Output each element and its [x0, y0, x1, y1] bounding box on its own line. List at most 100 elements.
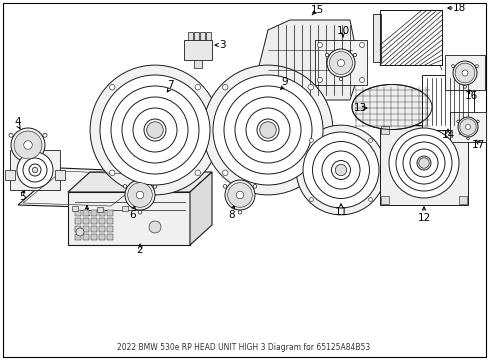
Circle shape [90, 65, 220, 195]
Circle shape [32, 167, 38, 173]
Polygon shape [18, 168, 155, 208]
Bar [379, 10, 441, 65]
Bar [107, 234, 113, 240]
Circle shape [109, 85, 115, 90]
Circle shape [9, 133, 13, 137]
Bar [99, 218, 105, 224]
Circle shape [76, 228, 84, 236]
Circle shape [136, 191, 143, 199]
Circle shape [307, 85, 313, 90]
Circle shape [224, 180, 254, 210]
Circle shape [303, 132, 378, 208]
Bar [458, 196, 466, 204]
Polygon shape [258, 20, 359, 100]
Circle shape [339, 77, 342, 81]
Circle shape [222, 85, 227, 90]
Bar [183, 40, 212, 60]
Text: 2022 BMW 530e RP HEAD UNIT HIGH 3 Diagram for 65125A84B53: 2022 BMW 530e RP HEAD UNIT HIGH 3 Diagra… [117, 343, 370, 352]
Circle shape [307, 170, 313, 176]
Text: 4: 4 [15, 117, 21, 127]
Circle shape [409, 149, 437, 177]
Circle shape [125, 180, 155, 210]
Bar [91, 234, 97, 240]
Circle shape [476, 120, 478, 122]
Circle shape [402, 142, 444, 184]
Circle shape [238, 211, 241, 214]
Circle shape [418, 158, 428, 168]
Circle shape [29, 164, 41, 176]
Circle shape [368, 198, 372, 202]
Circle shape [14, 131, 42, 159]
Circle shape [222, 170, 227, 176]
Circle shape [337, 59, 344, 67]
Circle shape [133, 108, 177, 152]
Bar [187, 32, 193, 40]
Bar [83, 218, 89, 224]
Bar [99, 234, 105, 240]
Circle shape [459, 119, 475, 135]
Circle shape [227, 183, 252, 207]
Bar [314, 40, 366, 85]
Text: 11: 11 [334, 207, 347, 217]
Circle shape [312, 141, 369, 198]
Circle shape [11, 128, 45, 162]
Circle shape [452, 61, 476, 85]
Circle shape [466, 137, 468, 140]
Bar [122, 206, 128, 211]
Circle shape [100, 75, 209, 185]
Bar [75, 218, 81, 224]
Bar [91, 210, 97, 216]
Polygon shape [190, 172, 212, 245]
Circle shape [203, 65, 332, 195]
Circle shape [317, 42, 322, 48]
Circle shape [451, 65, 453, 68]
Circle shape [153, 185, 157, 188]
Bar [72, 206, 78, 211]
Text: 9: 9 [281, 77, 288, 87]
Circle shape [257, 119, 279, 141]
Circle shape [325, 53, 328, 57]
Text: 15: 15 [310, 5, 323, 15]
Bar [194, 32, 199, 40]
Circle shape [213, 75, 323, 185]
Circle shape [309, 198, 313, 202]
Circle shape [123, 185, 126, 188]
Circle shape [122, 97, 187, 163]
Bar [379, 125, 467, 205]
Circle shape [127, 183, 152, 207]
Text: 5: 5 [19, 192, 25, 202]
Text: 14: 14 [441, 130, 454, 140]
Text: 7: 7 [166, 80, 173, 90]
Text: 13: 13 [353, 103, 366, 113]
Circle shape [26, 162, 30, 167]
Circle shape [138, 211, 142, 214]
Bar [99, 226, 105, 232]
Circle shape [331, 161, 350, 180]
Text: 1: 1 [83, 208, 90, 218]
Circle shape [463, 85, 466, 88]
Bar [421, 75, 473, 130]
Polygon shape [68, 192, 190, 245]
Bar [380, 126, 388, 134]
Circle shape [465, 125, 469, 130]
Circle shape [111, 86, 199, 174]
Bar [200, 32, 204, 40]
Bar [99, 210, 105, 216]
Text: 8: 8 [228, 210, 235, 220]
Circle shape [416, 156, 430, 170]
Bar [458, 126, 466, 134]
Circle shape [245, 108, 289, 152]
Bar [91, 226, 97, 232]
Circle shape [23, 158, 47, 182]
Bar [372, 14, 380, 62]
Bar [5, 170, 15, 180]
Circle shape [317, 77, 322, 82]
Text: 12: 12 [417, 213, 430, 223]
Bar [91, 218, 97, 224]
Bar [97, 207, 103, 212]
Bar [83, 234, 89, 240]
Text: 3: 3 [218, 40, 225, 50]
Circle shape [368, 139, 372, 142]
Text: 16: 16 [464, 91, 477, 101]
Bar [379, 10, 441, 65]
